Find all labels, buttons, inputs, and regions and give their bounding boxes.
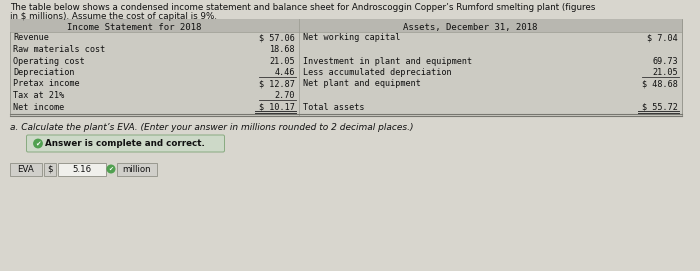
Text: 2.70: 2.70 bbox=[274, 91, 295, 100]
Text: 5.16: 5.16 bbox=[72, 164, 92, 173]
Circle shape bbox=[107, 165, 115, 173]
Circle shape bbox=[34, 139, 42, 148]
Text: $ 57.06: $ 57.06 bbox=[259, 34, 295, 43]
Text: Answer is complete and correct.: Answer is complete and correct. bbox=[45, 140, 205, 149]
Text: Revenue: Revenue bbox=[13, 34, 49, 43]
Text: Pretax income: Pretax income bbox=[13, 79, 80, 89]
Text: $ 12.87: $ 12.87 bbox=[259, 79, 295, 89]
FancyBboxPatch shape bbox=[44, 163, 56, 176]
Text: ✔: ✔ bbox=[108, 166, 113, 172]
Text: 18.68: 18.68 bbox=[270, 45, 295, 54]
Text: Tax at 21%: Tax at 21% bbox=[13, 91, 64, 100]
Text: Income Statement for 2018: Income Statement for 2018 bbox=[67, 23, 202, 32]
Text: Assets, December 31, 2018: Assets, December 31, 2018 bbox=[403, 23, 538, 32]
FancyBboxPatch shape bbox=[58, 163, 106, 176]
Text: The table below shows a condensed income statement and balance sheet for Androsc: The table below shows a condensed income… bbox=[10, 3, 596, 12]
FancyBboxPatch shape bbox=[10, 19, 682, 32]
Text: in $ millions). Assume the cost of capital is 9%.: in $ millions). Assume the cost of capit… bbox=[10, 12, 217, 21]
Text: $: $ bbox=[48, 164, 52, 173]
Text: Net plant and equipment: Net plant and equipment bbox=[303, 79, 421, 89]
Text: million: million bbox=[122, 164, 151, 173]
Text: Less accumulated depreciation: Less accumulated depreciation bbox=[303, 68, 452, 77]
Text: 69.73: 69.73 bbox=[652, 56, 678, 66]
Text: $ 7.04: $ 7.04 bbox=[648, 34, 678, 43]
FancyBboxPatch shape bbox=[10, 163, 42, 176]
Text: 4.46: 4.46 bbox=[274, 68, 295, 77]
Text: Raw materials cost: Raw materials cost bbox=[13, 45, 105, 54]
Text: $ 48.68: $ 48.68 bbox=[642, 79, 678, 89]
Text: $ 55.72: $ 55.72 bbox=[642, 102, 678, 111]
Text: a. Calculate the plant’s EVA. (Enter your answer in millions rounded to 2 decima: a. Calculate the plant’s EVA. (Enter you… bbox=[10, 124, 414, 133]
Text: $ 10.17: $ 10.17 bbox=[259, 102, 295, 111]
Text: Operating cost: Operating cost bbox=[13, 56, 85, 66]
Text: Net income: Net income bbox=[13, 102, 64, 111]
Text: ✔: ✔ bbox=[35, 140, 41, 147]
Text: Net working capital: Net working capital bbox=[303, 34, 400, 43]
FancyBboxPatch shape bbox=[10, 19, 682, 115]
Text: Total assets: Total assets bbox=[303, 102, 365, 111]
Text: EVA: EVA bbox=[18, 164, 34, 173]
FancyBboxPatch shape bbox=[27, 135, 225, 152]
Text: 21.05: 21.05 bbox=[652, 68, 678, 77]
Text: Investment in plant and equipment: Investment in plant and equipment bbox=[303, 56, 472, 66]
FancyBboxPatch shape bbox=[117, 163, 157, 176]
Text: Depreciation: Depreciation bbox=[13, 68, 74, 77]
Text: 21.05: 21.05 bbox=[270, 56, 295, 66]
